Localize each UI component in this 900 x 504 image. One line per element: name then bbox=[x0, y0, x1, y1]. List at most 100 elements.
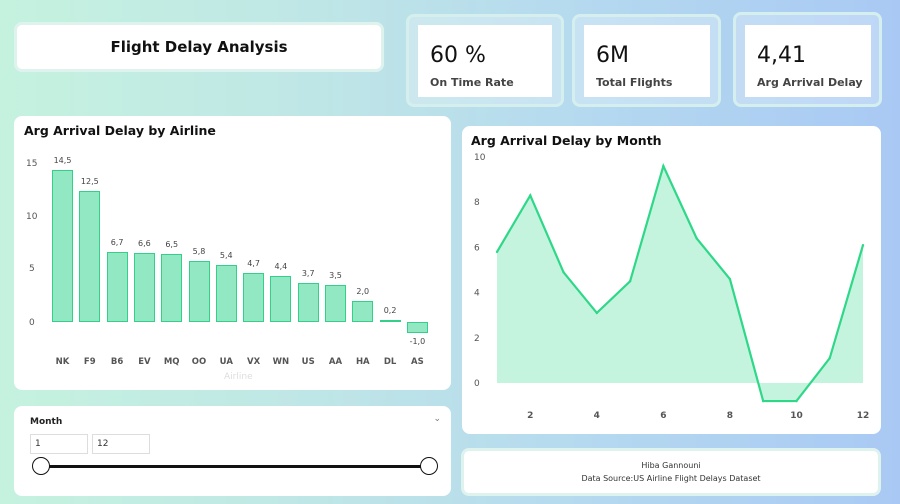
y-tick-label: 10 bbox=[26, 212, 38, 222]
kpi-on-time-rate-card: 60 % On Time Rate bbox=[406, 14, 564, 107]
month-slicer: Month ⌄ bbox=[14, 406, 451, 496]
kpi-arrival-delay-card: 4,41 Arg Arrival Delay bbox=[733, 12, 882, 107]
chart-title: Arg Arrival Delay by Airline bbox=[24, 123, 216, 138]
x-tick-label: AA bbox=[328, 357, 343, 367]
bar-F9[interactable] bbox=[79, 190, 101, 322]
kpi-total-flights-card: 6M Total Flights bbox=[572, 14, 721, 107]
x-tick-label: UA bbox=[219, 357, 233, 367]
x-tick-label: EV bbox=[138, 357, 151, 367]
title-card: Flight Delay Analysis bbox=[14, 22, 384, 72]
monthly-delay-chart: Arg Arrival Delay by Month 10 8 6 4 2 0 2 4 6 8 10… bbox=[462, 126, 881, 434]
footer-card: Hiba Gannouni Data Source:US Airline Fli… bbox=[461, 448, 881, 496]
x-tick-label: 10 bbox=[790, 411, 803, 421]
data-point[interactable] bbox=[861, 243, 865, 247]
kpi-value: 6M bbox=[596, 43, 629, 68]
chart-title: Arg Arrival Delay by Month bbox=[471, 133, 662, 148]
data-point[interactable] bbox=[695, 237, 698, 240]
x-tick-label: AS bbox=[411, 357, 424, 367]
data-label: 12,5 bbox=[80, 176, 99, 186]
bar-AA[interactable] bbox=[325, 285, 346, 322]
slider-track[interactable] bbox=[40, 465, 430, 468]
kpi-label: Total Flights bbox=[596, 76, 673, 89]
data-point[interactable] bbox=[728, 277, 732, 281]
x-tick-label: OO bbox=[191, 357, 207, 367]
data-point[interactable] bbox=[562, 271, 565, 274]
kpi-value: 4,41 bbox=[757, 43, 806, 68]
bar-NK[interactable] bbox=[52, 169, 73, 322]
bar-AS[interactable] bbox=[406, 322, 428, 333]
series-line[interactable] bbox=[496, 162, 865, 403]
bar-DL[interactable] bbox=[379, 319, 401, 322]
x-tick-label: 12 bbox=[857, 411, 870, 421]
data-label: 6,6 bbox=[138, 238, 151, 248]
kpi-label: On Time Rate bbox=[430, 76, 514, 89]
source-text: Data Source:US Airline Flight Delays Dat… bbox=[581, 474, 761, 483]
data-label: 4,7 bbox=[247, 258, 260, 268]
data-point[interactable] bbox=[495, 250, 499, 254]
y-tick-label: 2 bbox=[474, 334, 480, 344]
x-tick-label: VX bbox=[247, 357, 261, 367]
bar-VX[interactable] bbox=[243, 272, 265, 322]
data-label: 2,0 bbox=[356, 287, 370, 296]
y-tick-label: 6 bbox=[474, 243, 480, 253]
bar-EV[interactable] bbox=[133, 252, 155, 322]
data-label: 6,7 bbox=[110, 237, 124, 247]
x-tick-label: B6 bbox=[110, 357, 124, 367]
month-from-input[interactable] bbox=[30, 434, 88, 454]
x-tick-label: 2 bbox=[527, 411, 533, 421]
slider-start-handle[interactable] bbox=[32, 457, 50, 475]
y-tick-label: 8 bbox=[474, 198, 480, 208]
y-tick-label: 15 bbox=[26, 159, 38, 169]
page-title: Flight Delay Analysis bbox=[110, 38, 288, 56]
data-label: 6,5 bbox=[165, 239, 179, 249]
y-tick-label: 0 bbox=[29, 318, 35, 328]
data-label: 3,5 bbox=[329, 271, 342, 281]
data-point[interactable] bbox=[828, 356, 831, 360]
x-tick-label: MQ bbox=[163, 357, 180, 367]
x-tick-label: HA bbox=[355, 357, 370, 367]
data-label: 3,7 bbox=[301, 269, 315, 279]
y-tick-label: 5 bbox=[29, 264, 35, 274]
data-label: 5,8 bbox=[192, 247, 206, 257]
bar-OO[interactable] bbox=[188, 261, 210, 322]
slicer-title: Month bbox=[30, 417, 63, 427]
x-tick-label: 8 bbox=[727, 411, 733, 421]
x-tick-label: WN bbox=[272, 357, 290, 367]
data-point[interactable] bbox=[795, 399, 798, 403]
data-point[interactable] bbox=[529, 194, 532, 197]
y-tick-label: 4 bbox=[474, 289, 480, 299]
bar-HA[interactable] bbox=[352, 301, 374, 322]
x-tick-label: 4 bbox=[594, 411, 600, 421]
bar-WN[interactable] bbox=[270, 275, 292, 322]
kpi-value: 60 % bbox=[430, 43, 486, 68]
airline-delay-chart: Arg Arrival Delay by Airline 15 10 5 0 1… bbox=[14, 116, 451, 390]
data-label: 4,4 bbox=[274, 261, 288, 271]
x-tick-label: DL bbox=[383, 357, 397, 367]
bar-B6[interactable] bbox=[106, 251, 128, 322]
area-fill bbox=[497, 166, 863, 402]
slider-end-handle[interactable] bbox=[420, 457, 438, 475]
month-to-input[interactable] bbox=[92, 434, 150, 454]
author-text: Hiba Gannouni bbox=[641, 461, 701, 470]
x-tick-label: F9 bbox=[83, 357, 96, 367]
kpi-label: Arg Arrival Delay bbox=[757, 76, 863, 89]
data-label: -1,0 bbox=[409, 336, 426, 346]
x-axis-title: Airline bbox=[224, 372, 253, 382]
data-label: 0,2 bbox=[383, 305, 397, 315]
data-label: 14,5 bbox=[53, 155, 72, 165]
bar-MQ[interactable] bbox=[161, 253, 183, 322]
y-tick-label: 0 bbox=[474, 379, 480, 389]
y-tick-label: 10 bbox=[474, 153, 486, 163]
bar-US[interactable] bbox=[297, 283, 319, 322]
x-tick-label: NK bbox=[55, 357, 70, 367]
x-tick-label: 6 bbox=[660, 411, 666, 421]
data-point[interactable] bbox=[628, 280, 632, 283]
data-point[interactable] bbox=[595, 311, 599, 315]
chevron-down-icon[interactable]: ⌄ bbox=[433, 414, 441, 424]
x-tick-label: US bbox=[301, 357, 315, 367]
data-point[interactable] bbox=[761, 399, 765, 403]
line-plot: 10 8 6 4 2 0 2 4 6 8 10 12 bbox=[474, 153, 870, 421]
data-label: 5,4 bbox=[219, 251, 233, 261]
data-point[interactable] bbox=[662, 164, 665, 168]
bar-UA[interactable] bbox=[215, 265, 237, 322]
